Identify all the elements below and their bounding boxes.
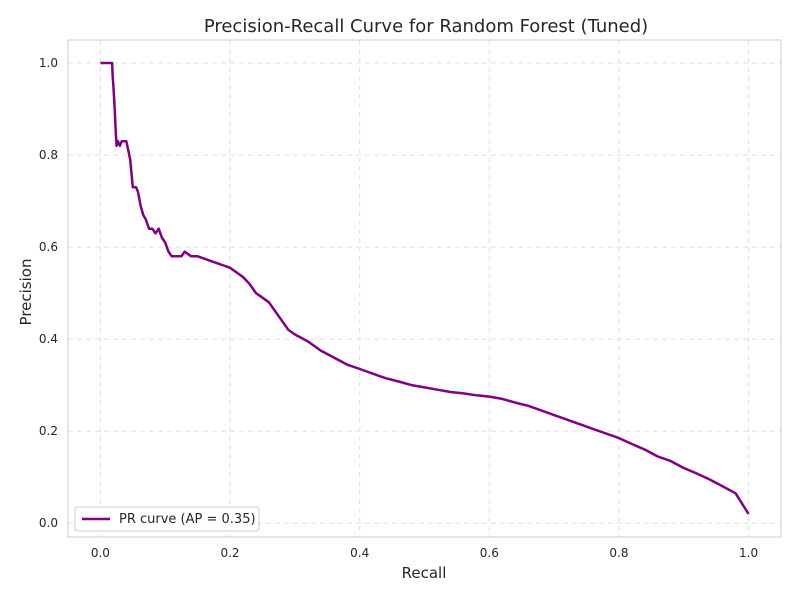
y-tick-label: 1.0 <box>39 56 58 70</box>
x-axis-ticks: 0.0 0.2 0.4 0.6 0.8 1.0 <box>91 546 758 560</box>
y-tick-label: 0.0 <box>39 516 58 530</box>
x-tick-label: 0.4 <box>350 546 369 560</box>
legend-box <box>74 506 260 532</box>
legend-label: PR curve (AP = 0.35) <box>119 512 256 527</box>
y-tick-label: 0.2 <box>39 424 58 438</box>
x-tick-label: 0.8 <box>609 546 628 560</box>
legend: PR curve (AP = 0.35) <box>74 506 260 532</box>
plot-frame <box>67 39 782 538</box>
chart-title: Precision-Recall Curve for Random Forest… <box>204 16 648 37</box>
x-tick-label: 1.0 <box>739 546 758 560</box>
y-tick-label: 0.6 <box>39 240 58 254</box>
grid-lines <box>68 40 781 537</box>
x-tick-label: 0.6 <box>480 546 499 560</box>
y-axis-ticks: 0.0 0.2 0.4 0.6 0.8 1.0 <box>39 56 58 530</box>
y-tick-label: 0.4 <box>39 332 58 346</box>
y-axis-title: Precision <box>17 259 35 326</box>
x-tick-label: 0.0 <box>91 546 110 560</box>
x-axis-title: Recall <box>402 564 447 582</box>
y-tick-label: 0.8 <box>39 148 58 162</box>
pr-curve-line <box>100 61 750 515</box>
x-tick-label: 0.2 <box>220 546 239 560</box>
